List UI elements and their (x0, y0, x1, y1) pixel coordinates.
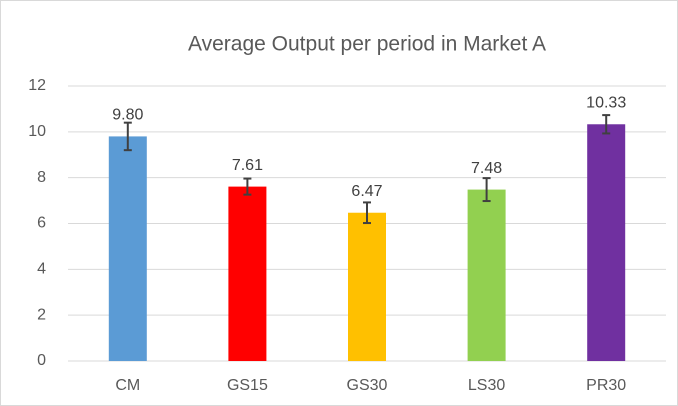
y-tick-label: 2 (37, 306, 46, 323)
x-tick-label: CM (115, 377, 140, 394)
y-tick-label: 10 (28, 123, 46, 140)
x-tick-label: GS30 (347, 377, 388, 394)
x-tick-label: GS15 (227, 377, 268, 394)
value-label: 6.47 (351, 183, 382, 200)
error-bar (363, 201, 371, 225)
x-tick-label: PR30 (586, 377, 626, 394)
bar (348, 212, 386, 361)
chart-title: Average Output per period in Market A (188, 33, 546, 56)
y-tick-label: 6 (37, 215, 46, 232)
value-label: 7.48 (471, 160, 502, 177)
bar (587, 124, 626, 361)
value-label: 7.61 (232, 157, 263, 174)
error-bar (482, 177, 491, 203)
value-label: 10.33 (586, 94, 626, 111)
error-bar (123, 121, 132, 152)
y-tick-label: 8 (37, 169, 46, 186)
y-tick-label: 0 (37, 352, 46, 369)
error-bar (602, 114, 611, 135)
error-bar (243, 177, 252, 196)
x-tick-label: LS30 (468, 377, 505, 394)
value-label: 9.80 (112, 107, 143, 124)
y-tick-label: 12 (28, 77, 46, 94)
bar (228, 186, 267, 361)
bar (467, 189, 506, 361)
bar (108, 136, 147, 361)
y-tick-label: 4 (37, 261, 46, 278)
